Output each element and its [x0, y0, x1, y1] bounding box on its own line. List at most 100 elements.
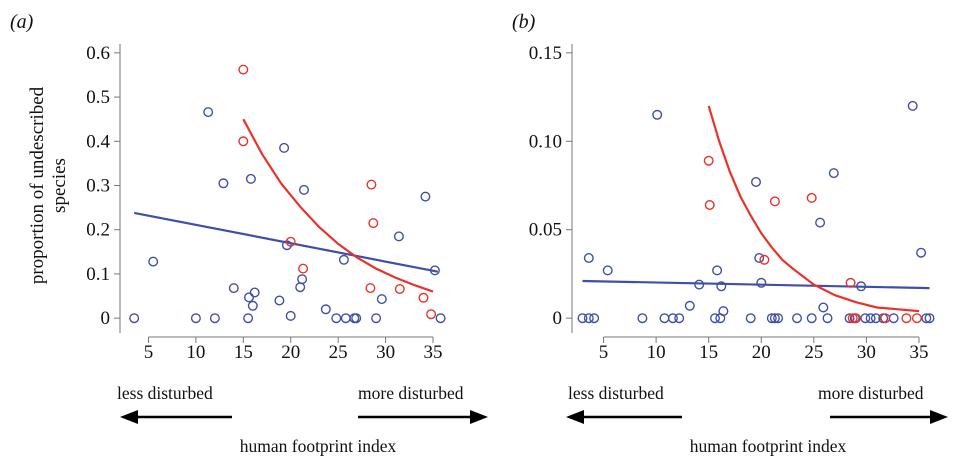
panel-b-blue-point	[865, 313, 876, 324]
panel-a-blue-point	[245, 173, 256, 184]
panel-b-red-point	[845, 277, 856, 288]
panel-a-x-tick-label: 10	[186, 342, 205, 363]
panel-a-y-tick-label: 0.1	[86, 264, 110, 285]
panel-b-blue-point	[684, 300, 695, 311]
panel-a-red-point	[426, 309, 437, 320]
panel-a-blue-point	[351, 313, 362, 324]
panel-b-red-point	[911, 313, 922, 324]
panel-b-x-tick-label: 35	[909, 342, 928, 363]
panel-a-label: (a)	[10, 11, 34, 33]
panel-b-red-point	[703, 155, 714, 166]
panel-a-more-disturbed-label: more disturbed	[358, 383, 464, 403]
panel-b-blue-point	[924, 313, 935, 324]
panel-a-blue-point	[243, 313, 254, 324]
panel-b-blue-point	[589, 313, 600, 324]
panel-b-red-point	[880, 313, 891, 324]
panel-b-blue-point	[583, 252, 594, 263]
panel-b-x-tick-label: 30	[857, 342, 876, 363]
panel-b-red-point	[759, 254, 770, 265]
panel-a-x-tick-label: 25	[329, 342, 348, 363]
panel-b-y-tick-label: 0	[553, 308, 563, 329]
panel-a-x-axis-title: human footprint index	[240, 436, 397, 456]
panel-b-blue-point	[870, 313, 881, 324]
panel-b-blue-point	[822, 313, 833, 324]
panel-b-blue-point	[766, 313, 777, 324]
panel-a-blue-point	[209, 313, 220, 324]
panel-b-red-point	[847, 313, 858, 324]
panel-b-label: (b)	[512, 11, 536, 33]
panel-a-blue-point	[190, 313, 201, 324]
panel-a-y-tick-label: 0.3	[86, 176, 110, 197]
panel-b-blue-point	[815, 217, 826, 228]
panel-a-blue-point	[249, 287, 260, 298]
panel-b-red-point	[769, 196, 780, 207]
panel-a-left-arrow-head	[120, 410, 138, 424]
panel-b-blue-point	[907, 100, 918, 111]
panel-b-less-disturbed-label: less disturbed	[568, 383, 664, 403]
panel-a-x-tick-label: 15	[234, 342, 253, 363]
panel-a-blue-point	[129, 313, 140, 324]
panel-b-blue-point	[818, 302, 829, 313]
panel-a-red-fit-line	[242, 118, 434, 293]
panel-b-blue-point	[602, 265, 613, 276]
panel-b-y-tick-label: 0.10	[529, 131, 562, 152]
panel-a-red-point	[366, 179, 377, 190]
panel-b-blue-point	[577, 313, 588, 324]
panel-a-blue-point	[371, 313, 382, 324]
panel-a-blue-point	[331, 313, 342, 324]
panel-b-blue-point	[916, 247, 927, 258]
panel-b-blue-point	[652, 109, 663, 120]
panel-a-red-point	[368, 218, 379, 229]
panel-a-blue-point	[299, 184, 310, 195]
panel-a-blue-point	[285, 310, 296, 321]
panel-b-blue-point	[806, 313, 817, 324]
panel-a-red-point	[238, 136, 249, 147]
panel-b-blue-point	[756, 277, 767, 288]
panel-b-blue-point	[583, 313, 594, 324]
panel-a-blue-point	[376, 294, 387, 305]
panel-b-red-point	[704, 199, 715, 210]
panel-a-red-point	[394, 284, 405, 295]
panel-b-blue-point	[888, 313, 899, 324]
panel-b-blue-point	[710, 313, 721, 324]
panel-b-blue-point	[674, 313, 685, 324]
panel-a-y-tick-label: 0.4	[86, 131, 110, 152]
panel-a-x-tick-label: 20	[281, 342, 300, 363]
panel-a-red-point	[238, 64, 249, 75]
panel-b-red-point	[850, 313, 861, 324]
panel-b-right-arrow-head	[930, 410, 948, 424]
panel-b-blue-point	[792, 313, 803, 324]
panel-a-y-tick-label: 0	[101, 308, 111, 329]
panel-a-less-disturbed-label: less disturbed	[117, 383, 213, 403]
panel-b-blue-fit-line	[582, 279, 930, 290]
panel-a-y-tick-label: 0.6	[86, 43, 110, 64]
panel-b-blue-point	[921, 313, 932, 324]
panel-b-blue-point	[751, 176, 762, 187]
panel-a-x-tick-label: 35	[424, 342, 443, 363]
panel-a-blue-point	[228, 283, 239, 294]
panel-a-blue-point	[218, 178, 229, 189]
panel-a-red-point	[418, 292, 429, 303]
panel-b-blue-point	[712, 265, 723, 276]
panel-b-y-tick-label: 0.15	[529, 43, 562, 64]
panel-a-blue-point	[247, 300, 258, 311]
panel-a-red-point	[365, 283, 376, 294]
panel-b-blue-point	[718, 306, 729, 317]
panel-b-blue-point	[667, 313, 678, 324]
panel-b-x-axis-title: human footprint index	[690, 436, 847, 456]
panel-b-blue-point	[856, 281, 867, 292]
panel-a-blue-point	[203, 107, 214, 118]
panel-b-red-point	[901, 313, 912, 324]
panel-b-x-tick-label: 25	[804, 342, 823, 363]
panel-b-red-point	[806, 192, 817, 203]
panel-b-x-tick-label: 15	[699, 342, 718, 363]
panel-a-red-point	[298, 263, 309, 274]
panel-b-y-tick-label: 0.05	[529, 220, 562, 241]
panel-a-right-arrow-head	[470, 410, 488, 424]
panel-a-blue-point	[435, 313, 446, 324]
panel-b-blue-point	[769, 313, 780, 324]
panel-a-blue-point	[320, 304, 331, 315]
panel-a-x-tick-label: 5	[144, 342, 154, 363]
panel-a-x-tick-label: 30	[376, 342, 395, 363]
panel-b-blue-point	[860, 313, 871, 324]
